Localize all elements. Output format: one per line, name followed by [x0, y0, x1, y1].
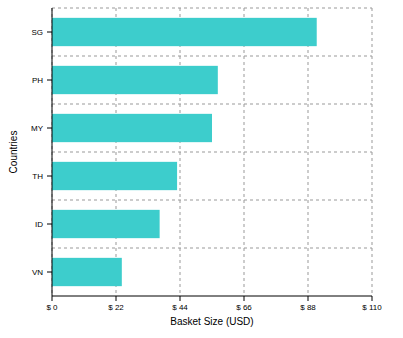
- grid-line: [52, 248, 372, 249]
- y-tick-label: TH: [32, 172, 43, 181]
- x-tick-label: $ 0: [46, 303, 58, 312]
- bar: [52, 66, 218, 94]
- y-tick: [47, 224, 52, 225]
- y-tick: [47, 32, 52, 33]
- bar: [52, 114, 212, 142]
- x-tick: [116, 296, 117, 301]
- y-tick: [47, 176, 52, 177]
- x-tick-label: $ 44: [172, 303, 188, 312]
- y-tick: [47, 128, 52, 129]
- y-axis: [52, 8, 53, 296]
- grid-line: [116, 8, 117, 296]
- x-tick: [372, 296, 373, 301]
- chart-svg: $ 0 $ 22 $ 44 $ 66 $ 88 $ 110 SG PH MY TH ID VN Bask…: [0, 0, 403, 338]
- x-axis: [52, 296, 372, 297]
- x-axis-title: Basket Size (USD): [170, 316, 253, 327]
- x-tick-label: $ 110: [362, 303, 382, 312]
- x-tick-label: $ 22: [108, 303, 124, 312]
- bar: [52, 210, 160, 238]
- x-tick: [52, 296, 53, 301]
- y-tick: [47, 272, 52, 273]
- x-tick: [244, 296, 245, 301]
- bar: [52, 162, 177, 190]
- y-tick-label: ID: [35, 220, 43, 229]
- y-axis-title: Countries: [8, 131, 19, 174]
- grid-line: [52, 104, 372, 105]
- y-tick: [47, 80, 52, 81]
- x-tick-label: $ 66: [236, 303, 252, 312]
- grid-line: [52, 200, 372, 201]
- grid-line: [52, 8, 53, 296]
- y-tick-label: PH: [32, 76, 43, 85]
- grid-line: [52, 152, 372, 153]
- y-tick-label: VN: [32, 268, 43, 277]
- bar: [52, 18, 317, 46]
- grid-line: [308, 8, 309, 296]
- x-tick-label: $ 88: [300, 303, 316, 312]
- grid: [52, 8, 372, 296]
- y-tick-label: SG: [31, 28, 43, 37]
- bar: [52, 258, 122, 286]
- grid-line: [52, 8, 372, 9]
- bars: [52, 18, 317, 286]
- chart-container: $ 0 $ 22 $ 44 $ 66 $ 88 $ 110 SG PH MY TH ID VN Bask…: [0, 0, 403, 338]
- y-tick-label: MY: [31, 124, 44, 133]
- x-tick: [180, 296, 181, 301]
- grid-line: [52, 56, 372, 57]
- x-tick: [308, 296, 309, 301]
